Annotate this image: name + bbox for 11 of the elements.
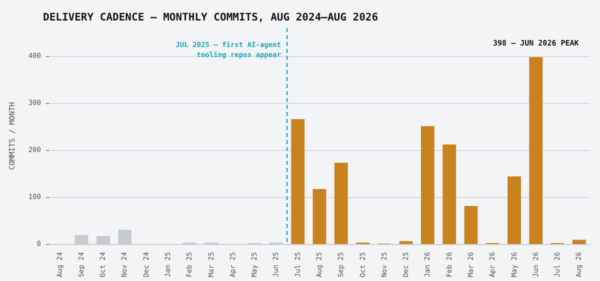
bar: [312, 189, 326, 244]
bar: [334, 162, 348, 244]
bar: [442, 144, 456, 244]
chart-title: DELIVERY CADENCE — MONTHLY COMMITS, AUG 2024–AUG 2026: [43, 12, 378, 24]
bar: [291, 119, 305, 244]
bar: [464, 206, 478, 244]
bar: [508, 176, 521, 244]
bar: [399, 241, 413, 244]
bar: [572, 240, 586, 244]
bar: [420, 126, 434, 244]
bar: [529, 57, 543, 244]
